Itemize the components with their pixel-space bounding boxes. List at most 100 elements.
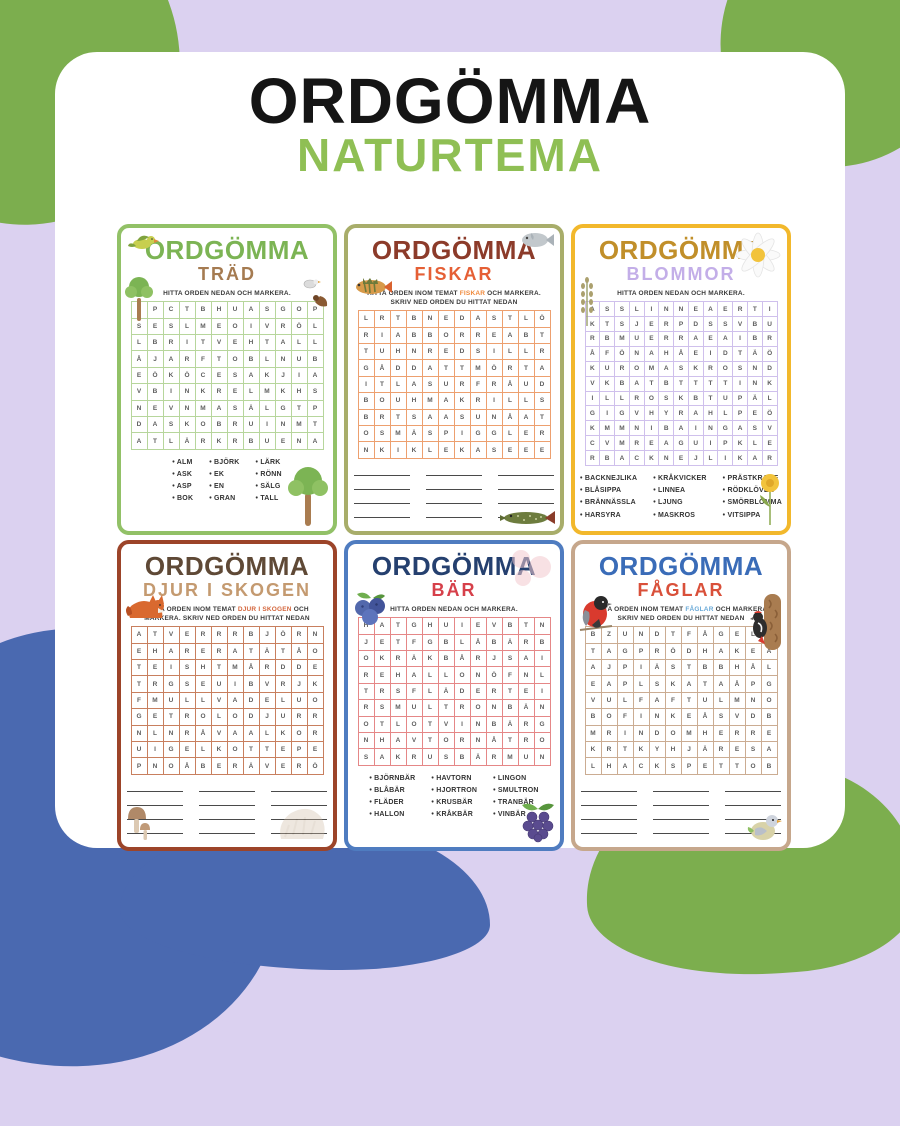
grid-cell: G	[163, 676, 180, 693]
grid-cell: G	[615, 406, 630, 422]
grid-cell: I	[733, 331, 748, 347]
grid-cell: J	[259, 709, 276, 726]
grid-cell: S	[179, 676, 196, 693]
grid-cell: P	[438, 426, 455, 443]
card-subtitle: BÄR	[431, 580, 477, 601]
grid-cell: A	[131, 627, 148, 644]
grid-cell: N	[131, 400, 148, 417]
grid-cell: A	[163, 351, 180, 368]
grid-cell: T	[259, 334, 276, 352]
grid-cell: G	[163, 742, 180, 759]
grid-cell: G	[422, 634, 439, 651]
grid-cell: A	[243, 302, 260, 319]
word-item: ASP	[172, 481, 193, 493]
answer-line	[653, 815, 709, 820]
grid-cell: E	[518, 683, 535, 701]
grid-cell: R	[291, 758, 308, 775]
grid-cell: T	[502, 732, 519, 750]
grid-cell: E	[227, 384, 244, 401]
grid-cell: P	[131, 758, 148, 775]
grid-cell: M	[585, 725, 602, 743]
grid-cell: R	[674, 331, 689, 347]
grid-cell: G	[406, 618, 423, 635]
grid-cell: T	[438, 360, 455, 377]
answer-line	[725, 801, 781, 806]
grid-cell: D	[534, 376, 551, 394]
card-title: ORDGÖMMA	[598, 551, 764, 581]
grid-cell: C	[195, 367, 212, 385]
grid-cell: L	[358, 311, 375, 328]
grid-cell: H	[374, 732, 391, 750]
grid-cell: T	[713, 758, 730, 775]
grid-cell: V	[211, 692, 228, 710]
grid-cell: S	[307, 384, 324, 401]
grid-cell: R	[163, 334, 180, 352]
grid-cell: V	[211, 725, 228, 743]
grid-cell: S	[674, 361, 689, 377]
grid-cell: L	[747, 436, 763, 452]
grid-cell: Ä	[438, 683, 455, 701]
word-item: SÄLG	[256, 481, 282, 493]
grid-cell: E	[307, 742, 324, 759]
grid-cell: B	[422, 327, 439, 345]
grid-cell: I	[163, 660, 180, 677]
grid-cell: V	[163, 400, 180, 417]
grid-cell: L	[762, 391, 778, 407]
grid-cell: K	[374, 442, 391, 459]
grid-cell: Ä	[697, 742, 714, 759]
card-title: ORDGÖMMA	[598, 235, 764, 265]
grid-cell: U	[470, 409, 487, 427]
grid-cell: R	[179, 351, 196, 368]
grid-cell: I	[688, 421, 704, 437]
grid-cell: B	[502, 618, 519, 635]
grid-cell: L	[615, 391, 630, 407]
grid-cell: L	[438, 667, 455, 684]
grid-cell: O	[644, 391, 660, 407]
grid-cell: A	[713, 676, 730, 693]
grid-cell: N	[633, 725, 650, 743]
grid-cell: R	[486, 749, 503, 766]
grid-cell: A	[688, 406, 704, 422]
grid-cell: B	[243, 351, 260, 368]
grid-cell: B	[454, 749, 471, 766]
grid-cell: D	[454, 683, 471, 701]
word-list: BACKNEJLIKABLÅSIPPABRÄNNÄSSLAHARSYRA KRÅK…	[575, 473, 787, 522]
card-subtitle: BLOMMOR	[626, 264, 736, 285]
grid-cell: O	[291, 725, 308, 743]
grid-cell: L	[307, 334, 324, 352]
grid-cell: U	[438, 376, 455, 394]
grid-cell: V	[600, 436, 616, 452]
grid-cell: I	[243, 318, 260, 335]
grid-cell: V	[131, 384, 148, 401]
grid-cell: A	[733, 421, 748, 437]
grid-cell: B	[147, 334, 164, 352]
grid-cell: T	[644, 376, 660, 392]
grid-cell: K	[762, 376, 778, 392]
grid-cell: E	[729, 627, 746, 644]
grid-cell: S	[600, 302, 616, 318]
grid-cell: S	[747, 421, 763, 437]
answer-line	[426, 485, 482, 490]
card-instruction: HITTA ORDEN NEDAN OCH MARKERA.	[617, 290, 745, 298]
grid-cell: R	[358, 700, 375, 717]
card-subtitle: DJUR I SKOGEN	[142, 580, 312, 601]
grid-cell: A	[718, 331, 734, 347]
grid-cell: B	[585, 627, 602, 644]
grid-cell: U	[163, 692, 180, 710]
answer-line	[271, 787, 327, 792]
grid-cell: P	[674, 317, 689, 332]
grid-cell: Ä	[518, 700, 535, 717]
grid-cell: U	[518, 376, 535, 394]
grid-cell: I	[633, 660, 650, 677]
grid-cell: B	[747, 317, 763, 332]
grid-cell: E	[703, 331, 719, 347]
card-instruction: HITTA ORDEN NEDAN OCH MARKERA.	[390, 606, 518, 614]
grid-cell: S	[502, 650, 519, 668]
grid-cell: T	[438, 700, 455, 717]
grid-cell: T	[674, 376, 689, 392]
grid-cell: A	[211, 400, 228, 417]
grid-cell: S	[406, 409, 423, 427]
grid-cell: V	[438, 716, 455, 733]
answer-lines	[348, 471, 560, 518]
grid-cell: I	[291, 367, 308, 385]
